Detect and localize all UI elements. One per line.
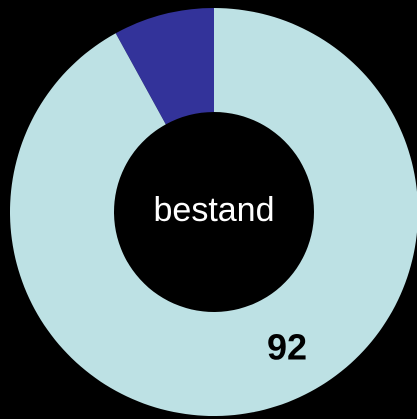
slice [115,8,214,125]
center-label: bestand [154,191,275,229]
data-label: 92 [267,327,307,368]
slice [10,8,417,416]
